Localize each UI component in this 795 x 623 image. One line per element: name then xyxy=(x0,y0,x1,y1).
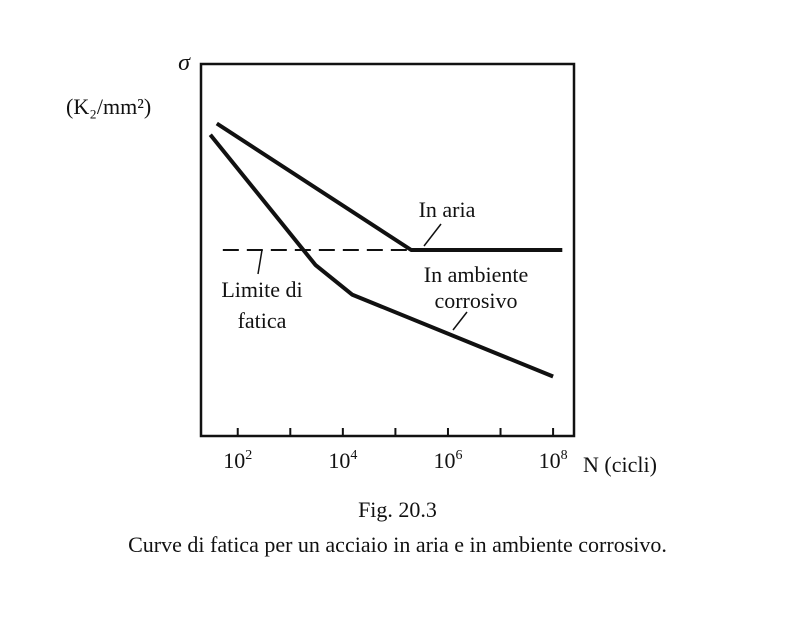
leader-limite xyxy=(257,249,263,275)
annotation-corrosivo-line1: In ambiente xyxy=(424,262,528,287)
figure-number: Fig. 20.3 xyxy=(358,497,437,522)
series-line-corrosivo xyxy=(208,133,554,379)
y-axis-symbol: σ xyxy=(178,50,191,76)
plot-frame xyxy=(199,62,576,438)
annotation-limite-line2: fatica xyxy=(238,308,287,333)
series-line-in-aria xyxy=(215,121,563,252)
annotation-in-aria: In aria xyxy=(419,197,476,222)
x-tick-label: 104 xyxy=(328,448,357,473)
x-tick-label: 106 xyxy=(433,448,462,473)
annotation-corrosivo-line2: corrosivo xyxy=(434,288,517,313)
y-axis-label: (K₂/mm²) xyxy=(66,94,151,119)
series-lines xyxy=(208,121,563,379)
leader-corrosivo xyxy=(452,311,468,331)
figure-caption: Curve di fatica per un acciaio in aria e… xyxy=(128,532,667,557)
x-tick-label: 108 xyxy=(539,448,568,473)
x-axis-ticks xyxy=(236,428,555,436)
leader-in-aria xyxy=(423,223,442,247)
x-tick-label: 102 xyxy=(223,448,252,473)
x-axis-label: N (cicli) xyxy=(583,452,657,477)
x-axis-tick-labels: 102 104 106 108 xyxy=(223,448,567,473)
annotation-limite-line1: Limite di xyxy=(221,277,302,302)
